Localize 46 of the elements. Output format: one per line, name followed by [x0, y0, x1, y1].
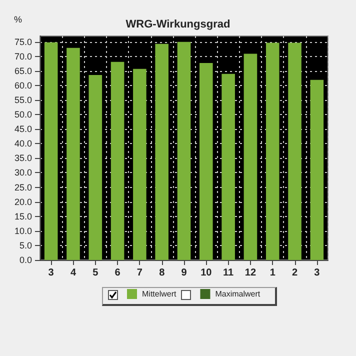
- bar: [244, 54, 258, 260]
- bar: [110, 62, 124, 260]
- x-tick-label: 3: [314, 268, 320, 278]
- bar: [88, 74, 102, 260]
- x-tick-label: 11: [223, 268, 234, 278]
- bar: [200, 63, 213, 260]
- bar: [177, 42, 191, 260]
- y-tick-label: 10.0: [14, 226, 32, 236]
- bar: [222, 74, 235, 260]
- x-tick-label: 6: [114, 268, 121, 278]
- x-tick-label: 2: [292, 268, 298, 278]
- y-tick-label: 5.0: [19, 240, 32, 250]
- y-tick-label: 40.0: [14, 138, 32, 149]
- y-tick-label: 0.0: [19, 255, 32, 265]
- bar: [44, 42, 58, 260]
- y-tick-label: 70.0: [14, 51, 32, 62]
- x-tick-label: 10: [200, 268, 212, 278]
- y-tick-label: 75.0: [14, 36, 32, 47]
- x-tick-label: 3: [48, 268, 54, 278]
- x-tick-label: 9: [181, 268, 188, 278]
- y-tick-label: 50.0: [14, 110, 32, 120]
- y-tick-label: 60.0: [14, 80, 32, 90]
- y-tick-label: 25.0: [14, 182, 32, 192]
- y-tick-label: 55.0: [14, 95, 32, 105]
- x-tick-label: 4: [70, 268, 76, 278]
- bar: [266, 42, 280, 260]
- x-tick-label: 1: [270, 268, 276, 278]
- x-tick-label: 7: [136, 268, 143, 278]
- bar: [288, 42, 302, 260]
- y-tick-label: 30.0: [14, 168, 32, 178]
- bar: [133, 68, 146, 260]
- legend-label: Maximalwert: [215, 290, 261, 298]
- y-axis-title: %: [14, 14, 22, 24]
- y-tick-label: 35.0: [14, 153, 32, 164]
- y-tick-label: 45.0: [14, 124, 32, 134]
- legend-label: Mittelwert: [142, 290, 178, 298]
- y-tick-label: 15.0: [14, 211, 32, 222]
- bar: [66, 48, 80, 260]
- bar: [155, 44, 168, 260]
- y-tick-label: 20.0: [14, 196, 32, 207]
- x-tick-label: 8: [159, 268, 166, 278]
- bar: [310, 80, 324, 260]
- x-tick-label: 12: [244, 268, 256, 278]
- x-tick-label: 5: [92, 268, 99, 278]
- y-tick-label: 65.0: [14, 66, 32, 76]
- chart-title: WRG-Wirkungsgrad: [126, 18, 230, 30]
